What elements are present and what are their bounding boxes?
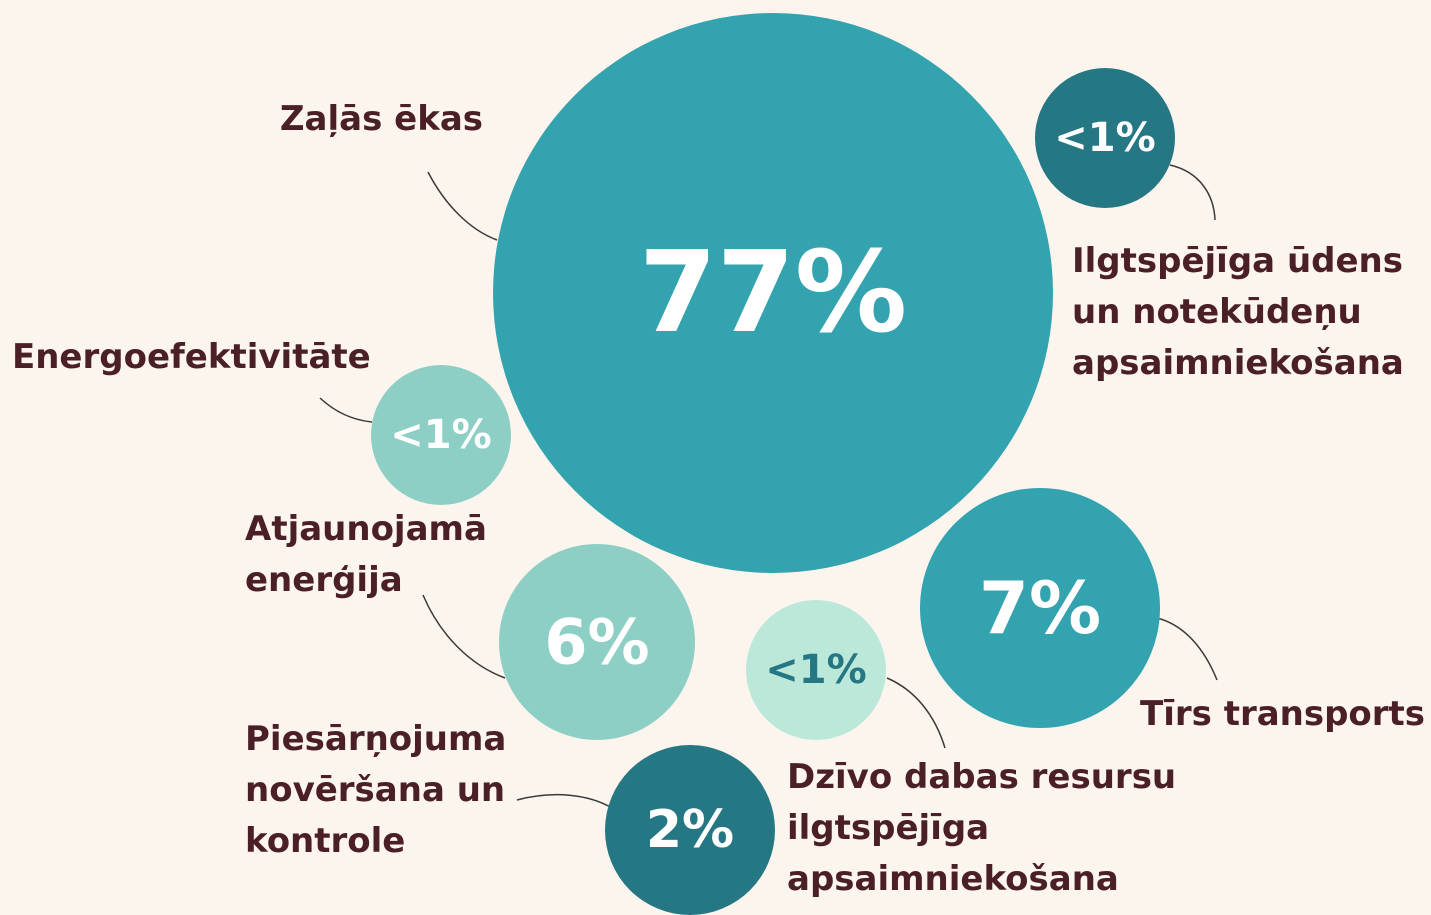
bubble-label: ilgtspējīga bbox=[787, 808, 989, 848]
bubble bbox=[493, 13, 1053, 573]
connector bbox=[1169, 164, 1216, 221]
bubble-label: Energoefektivitāte bbox=[12, 337, 371, 377]
bubble-value: <1% bbox=[390, 412, 491, 458]
bubble-value: <1% bbox=[765, 647, 866, 693]
bubble bbox=[371, 365, 511, 505]
bubble-label: enerģija bbox=[245, 560, 403, 600]
bubble-label: apsaimniekošana bbox=[787, 859, 1119, 899]
bubble-label: un notekūdeņu bbox=[1072, 292, 1362, 332]
bubble bbox=[1035, 68, 1175, 208]
bubble bbox=[605, 745, 775, 915]
connector bbox=[886, 677, 946, 749]
connector bbox=[319, 397, 373, 423]
bubble-value: 77% bbox=[639, 228, 907, 358]
bubble-value: 2% bbox=[646, 800, 734, 860]
bubble-value: <1% bbox=[1054, 115, 1155, 161]
bubble-value: 7% bbox=[979, 566, 1101, 650]
bubble-label: apsaimniekošana bbox=[1072, 343, 1404, 383]
bubble-value: 6% bbox=[544, 606, 649, 679]
connector bbox=[422, 594, 506, 679]
connector bbox=[427, 171, 498, 241]
bubble-label: Dzīvo dabas resursu bbox=[787, 757, 1176, 797]
bubble-label: Tīrs transports bbox=[1140, 694, 1425, 734]
bubble bbox=[746, 600, 886, 740]
bubble-label: kontrole bbox=[245, 821, 405, 861]
bubble-label: novēršana un bbox=[245, 770, 505, 810]
bubble-label: Atjaunojamā bbox=[245, 509, 487, 549]
bubble-label: Zaļās ēkas bbox=[280, 99, 483, 139]
connector bbox=[516, 793, 613, 809]
connector bbox=[1156, 617, 1218, 681]
bubble-label: Ilgtspējīga ūdens bbox=[1072, 241, 1403, 281]
bubble-label: Piesārņojuma bbox=[245, 719, 506, 759]
bubble bbox=[920, 488, 1160, 728]
bubble bbox=[499, 544, 695, 740]
